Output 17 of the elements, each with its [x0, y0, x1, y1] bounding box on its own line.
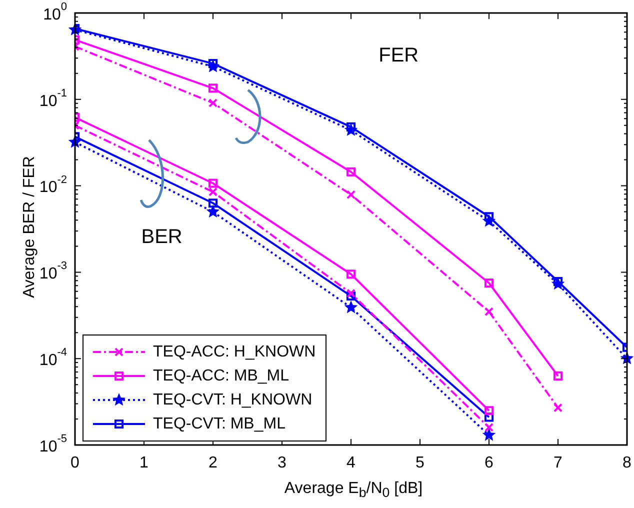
x-tick-label: 0	[70, 454, 80, 472]
legend-label: TEQ-CVT: H_KNOWN	[153, 391, 312, 408]
legend-label: TEQ-CVT: MB_ML	[153, 415, 286, 432]
x-axis-title: Average E$_{b}$/N$_{0}$ [dB]	[283, 480, 424, 500]
x-tick-label: 3	[278, 454, 287, 472]
legend-label: TEQ-ACC: MB_ML	[153, 367, 290, 384]
y-axis-title: Average BER / FER	[21, 155, 39, 300]
x-tick-label: 6	[484, 454, 494, 472]
annotation: BER	[141, 226, 182, 248]
x-tick-label: 8	[622, 454, 632, 472]
annotation: FER	[378, 44, 419, 67]
legend-label: TEQ-ACC: H_KNOWN	[153, 343, 316, 360]
x-tick-label: 2	[208, 454, 218, 472]
x-tick-label: 5	[416, 454, 425, 472]
x-tick-label: 7	[554, 454, 563, 472]
x-tick-label: 1	[140, 454, 149, 472]
x-tick-label: 4	[346, 454, 356, 472]
